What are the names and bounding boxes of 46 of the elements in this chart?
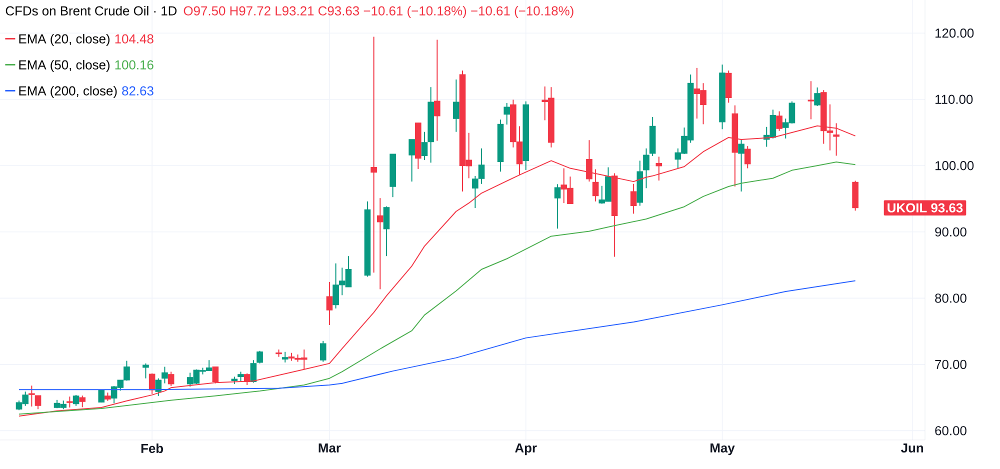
candlestick [168, 371, 174, 386]
candlestick [148, 372, 156, 394]
legend-label: EMA (50, close) [19, 60, 110, 72]
chart-subtitle: O97.50 H97.72 L93.21 C93.63 −10.61 (−10.18%) −10.61 (−10.18%) [184, 6, 574, 18]
candlestick [34, 395, 42, 410]
candlestick [776, 110, 782, 132]
annotation: UKOIL 93.63 [888, 203, 963, 212]
candlestick [808, 80, 814, 120]
candlestick [212, 366, 219, 384]
y-tick-label: 120.00 [936, 28, 974, 38]
y-tick-label: 80.00 [935, 294, 966, 303]
annotation: 104.48 [115, 34, 154, 44]
y-tick-label: 110.00 [936, 94, 973, 104]
candlestick [738, 138, 744, 192]
candlestick [72, 394, 80, 406]
candlestick [656, 156, 662, 182]
y-tick-label: 60.00 [935, 426, 966, 436]
candlestick [238, 371, 244, 382]
candlestick [162, 366, 168, 384]
candlestick [142, 362, 149, 379]
x-tick-label: Apr [515, 444, 537, 456]
chart-title: CFDs on Brent Crude Oil · 1D [6, 6, 177, 16]
x-tick-label: Mar [318, 444, 341, 453]
annotation: 82.63 [122, 86, 154, 96]
candlestick [592, 168, 599, 202]
candlestick [250, 360, 257, 384]
x-tick-label: May [710, 444, 735, 456]
candlestick [630, 183, 637, 214]
x-tick-label: Jun [901, 444, 924, 453]
candlestick [814, 86, 820, 107]
candlestick [28, 385, 35, 408]
y-tick-label: 100.00 [936, 161, 974, 170]
candlestick [586, 140, 592, 182]
y-tick-label: 90.00 [935, 227, 966, 236]
candlestick [66, 396, 73, 408]
legend-label: EMA (200, close) [19, 86, 117, 98]
candlestick [79, 395, 86, 408]
annotation: 100.16 [115, 60, 154, 70]
candlestick [256, 350, 263, 364]
candlestick [643, 148, 650, 189]
candlestick [744, 146, 751, 169]
candlestick [155, 378, 162, 396]
legend-label: EMA (20, close) [19, 34, 110, 46]
candlestick [244, 372, 250, 386]
y-tick-label: 70.00 [935, 360, 966, 370]
x-tick-label: Feb [141, 444, 164, 454]
